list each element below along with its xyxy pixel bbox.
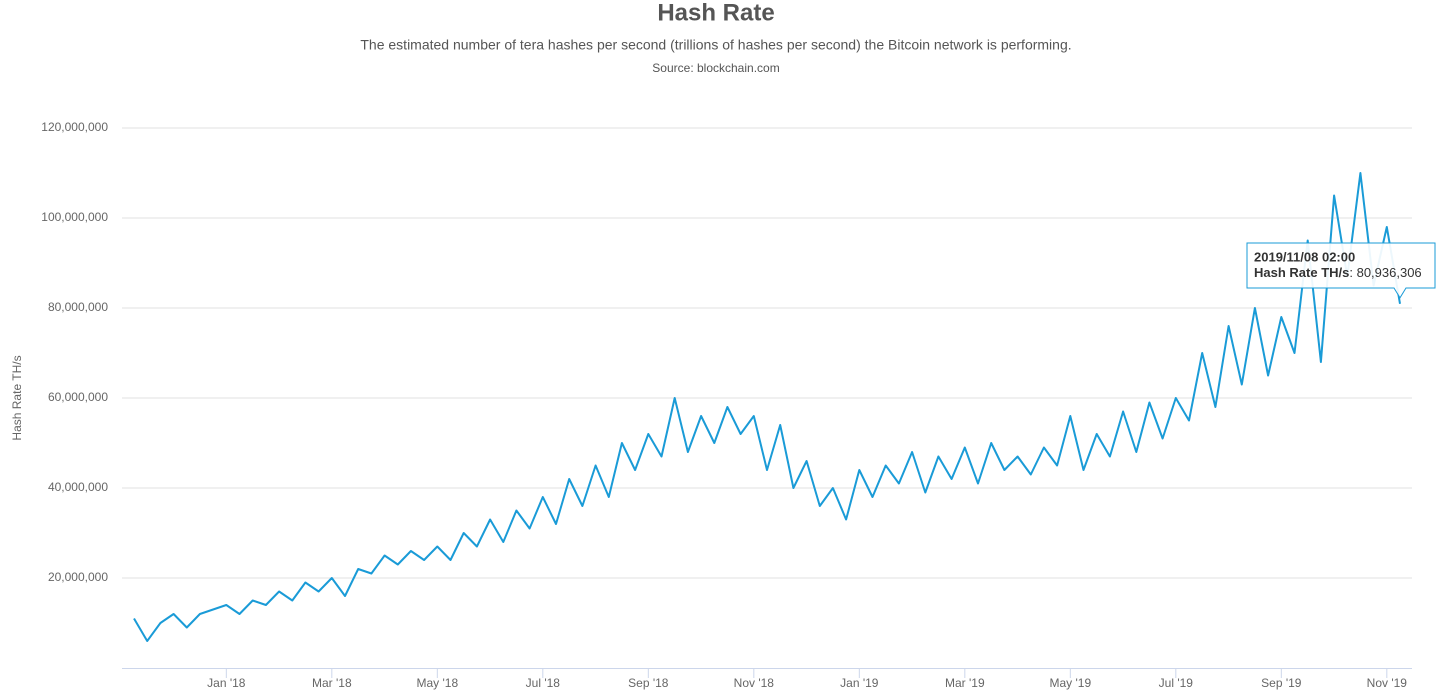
y-tick-label: 80,000,000 (48, 300, 108, 314)
y-tick-label: 60,000,000 (48, 390, 108, 404)
series-line (133, 172, 1401, 642)
tooltip-value: Hash Rate TH/s: 80,936,306 (1254, 265, 1422, 280)
x-tick-label: Nov '18 (734, 676, 775, 690)
x-tick-label: May '18 (416, 676, 458, 690)
x-tick-label: Mar '19 (945, 676, 985, 690)
x-tick-label: Jul '18 (526, 676, 561, 690)
tooltip-box (1246, 242, 1436, 299)
x-tick-label: Jan '18 (207, 676, 246, 690)
x-tick-label: Jan '19 (840, 676, 879, 690)
y-tick-label: 100,000,000 (41, 210, 108, 224)
x-tick-label: Nov '19 (1367, 676, 1408, 690)
y-axis-label: Hash Rate TH/s (10, 355, 24, 440)
chart-title: Hash Rate (657, 0, 774, 26)
x-tick-label: Jul '19 (1159, 676, 1194, 690)
chart-subtitle: The estimated number of tera hashes per … (360, 37, 1071, 53)
x-tick-label: Sep '19 (1261, 676, 1302, 690)
tooltip-number: : 80,936,306 (1349, 265, 1421, 280)
y-tick-label: 120,000,000 (41, 120, 108, 134)
x-tick-label: Sep '18 (628, 676, 669, 690)
x-tick-label: Mar '18 (312, 676, 352, 690)
y-tick-label: 20,000,000 (48, 570, 108, 584)
chart-source: Source: blockchain.com (652, 61, 779, 75)
tooltip-series: Hash Rate TH/s (1254, 265, 1349, 280)
tooltip-date: 2019/11/08 02:00 (1254, 249, 1355, 264)
x-tick-label: May '19 (1049, 676, 1091, 690)
y-tick-label: 40,000,000 (48, 480, 108, 494)
